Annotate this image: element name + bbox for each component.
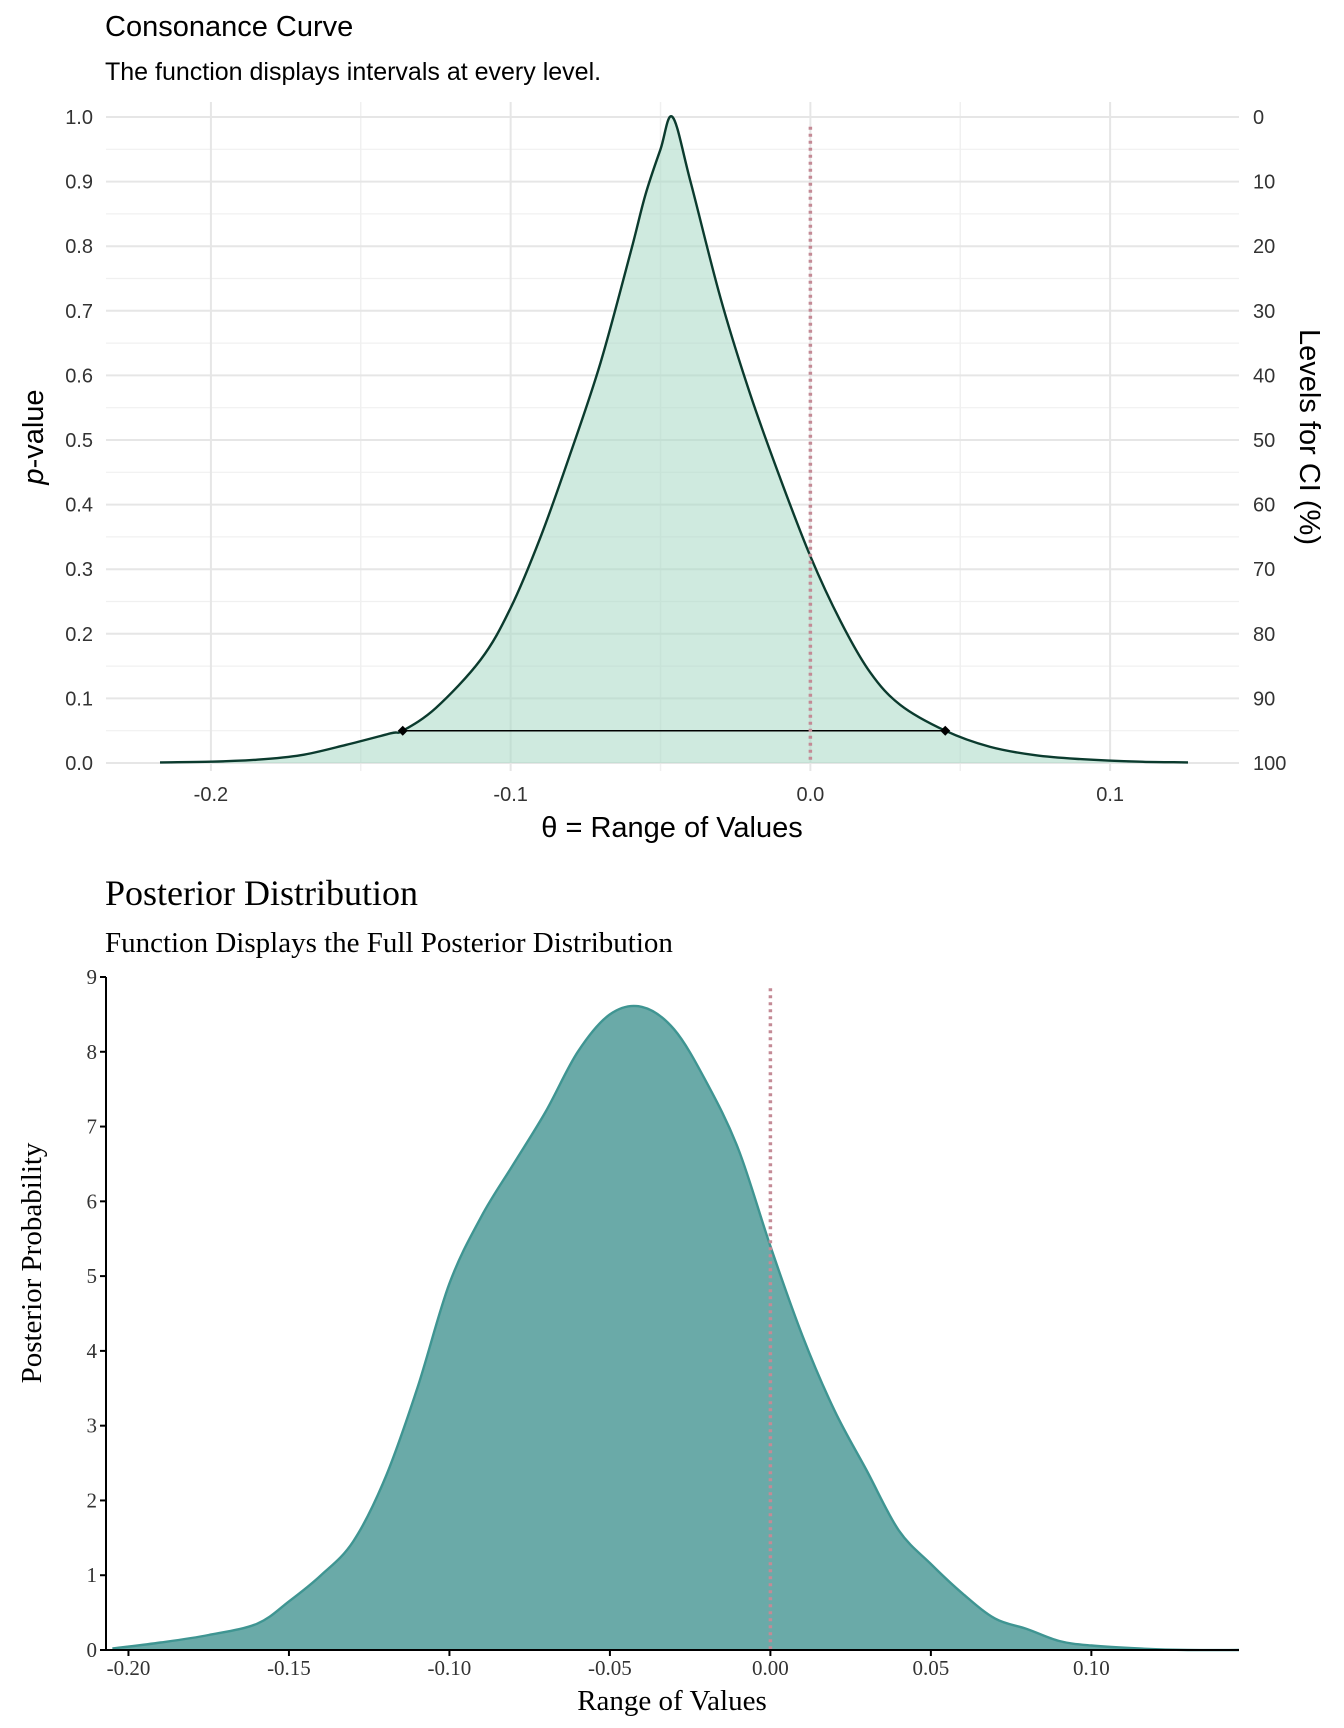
x-tick-label: 0.0 (796, 784, 824, 806)
y-tick-label: 0.3 (65, 559, 93, 581)
posterior-x-axis-label: Range of Values (577, 1685, 767, 1717)
ci-endpoint-marker (940, 725, 951, 736)
posterior-subtitle: Function Displays the Full Posterior Dis… (105, 927, 673, 959)
consonance-curve-line (159, 115, 1189, 764)
posterior-fill (112, 1005, 1239, 1651)
consonance-subtitle: The function displays intervals at every… (105, 58, 601, 86)
consonance-area (159, 115, 1189, 764)
x-tick-label: 0.1 (1096, 784, 1124, 806)
y2-tick-label: 30 (1253, 301, 1275, 323)
y2-tick-label: 80 (1253, 624, 1275, 646)
posterior-y-axis-label: Posterior Probability (16, 1142, 48, 1383)
y-tick-label: 6 (87, 1189, 98, 1213)
y-tick-label: 0.5 (65, 430, 93, 452)
y-tick-label: 5 (87, 1264, 98, 1288)
y2-tick-label: 10 (1253, 172, 1275, 194)
y2-tick-label: 60 (1253, 495, 1275, 517)
posterior-title: Posterior Distribution (105, 873, 418, 913)
y-tick-label: 7 (87, 1115, 98, 1139)
y-tick-label: 3 (87, 1414, 98, 1438)
y-tick-label: 1.0 (65, 107, 93, 129)
x-tick-label: -0.15 (267, 1656, 311, 1680)
y-tick-label: 9 (87, 965, 98, 989)
y-tick-label: 0.6 (65, 365, 93, 387)
y-tick-label: 0.4 (65, 495, 93, 517)
y2-tick-label: 20 (1253, 236, 1275, 258)
y-tick-label: 0.0 (65, 753, 93, 775)
posterior-density-line (112, 1004, 1240, 1652)
y-label-rest: -value (18, 389, 50, 468)
y-tick-label: 0 (87, 1638, 98, 1662)
y-tick-label: 1 (87, 1563, 98, 1587)
x-tick-label: 0.05 (913, 1656, 950, 1680)
x-tick-label: 0.00 (752, 1656, 789, 1680)
consonance-title: Consonance Curve (105, 11, 353, 43)
y2-tick-label: 100 (1253, 753, 1286, 775)
consonance-y2-axis-label: Levels for CI (%) (1293, 329, 1325, 545)
consonance-marks (397, 126, 951, 763)
x-tick-label: -0.1 (493, 784, 527, 806)
y2-tick-label: 70 (1253, 559, 1275, 581)
ci-endpoint-marker (397, 725, 408, 736)
posterior-tick-labels: 0 1 2 3 4 5 6 7 8 9 -0.20 -0.15 -0.10 -0.05 0.00 0.05 0.… (87, 965, 1110, 1680)
consonance-fill (160, 116, 1188, 763)
x-tick-label: -0.2 (194, 784, 228, 806)
y-tick-label: 0.7 (65, 301, 93, 323)
consonance-tick-labels: 0.0 0.1 0.2 0.3 0.4 0.5 0.6 0.7 0.8 0.9 1.0 0 10 20 30… (65, 107, 1286, 806)
x-tick-label: -0.05 (588, 1656, 632, 1680)
posterior-marks (105, 977, 1239, 1651)
y2-tick-label: 50 (1253, 430, 1275, 452)
y-tick-label: 8 (87, 1040, 98, 1064)
y2-tick-label: 40 (1253, 365, 1275, 387)
y-tick-label: 0.2 (65, 624, 93, 646)
posterior-area (112, 1004, 1240, 1652)
p-italic: p (18, 468, 50, 485)
x-tick-label: 0.10 (1073, 1656, 1110, 1680)
y-tick-label: 2 (87, 1488, 98, 1512)
y-tick-label: 4 (87, 1339, 98, 1363)
x-tick-label: -0.20 (107, 1656, 151, 1680)
y2-tick-label: 0 (1253, 107, 1264, 129)
y-tick-label: 0.9 (65, 172, 93, 194)
consonance-curve-chart: Consonance Curve The function displays i… (18, 11, 1325, 844)
posterior-distribution-chart: Posterior Distribution Function Displays… (16, 873, 1240, 1717)
y2-tick-label: 90 (1253, 688, 1275, 710)
x-tick-label: -0.10 (428, 1656, 472, 1680)
y-tick-label: 0.1 (65, 688, 93, 710)
consonance-y-axis-label: p-value (18, 389, 50, 485)
y-tick-label: 0.8 (65, 236, 93, 258)
consonance-x-axis-label: θ = Range of Values (541, 812, 802, 844)
